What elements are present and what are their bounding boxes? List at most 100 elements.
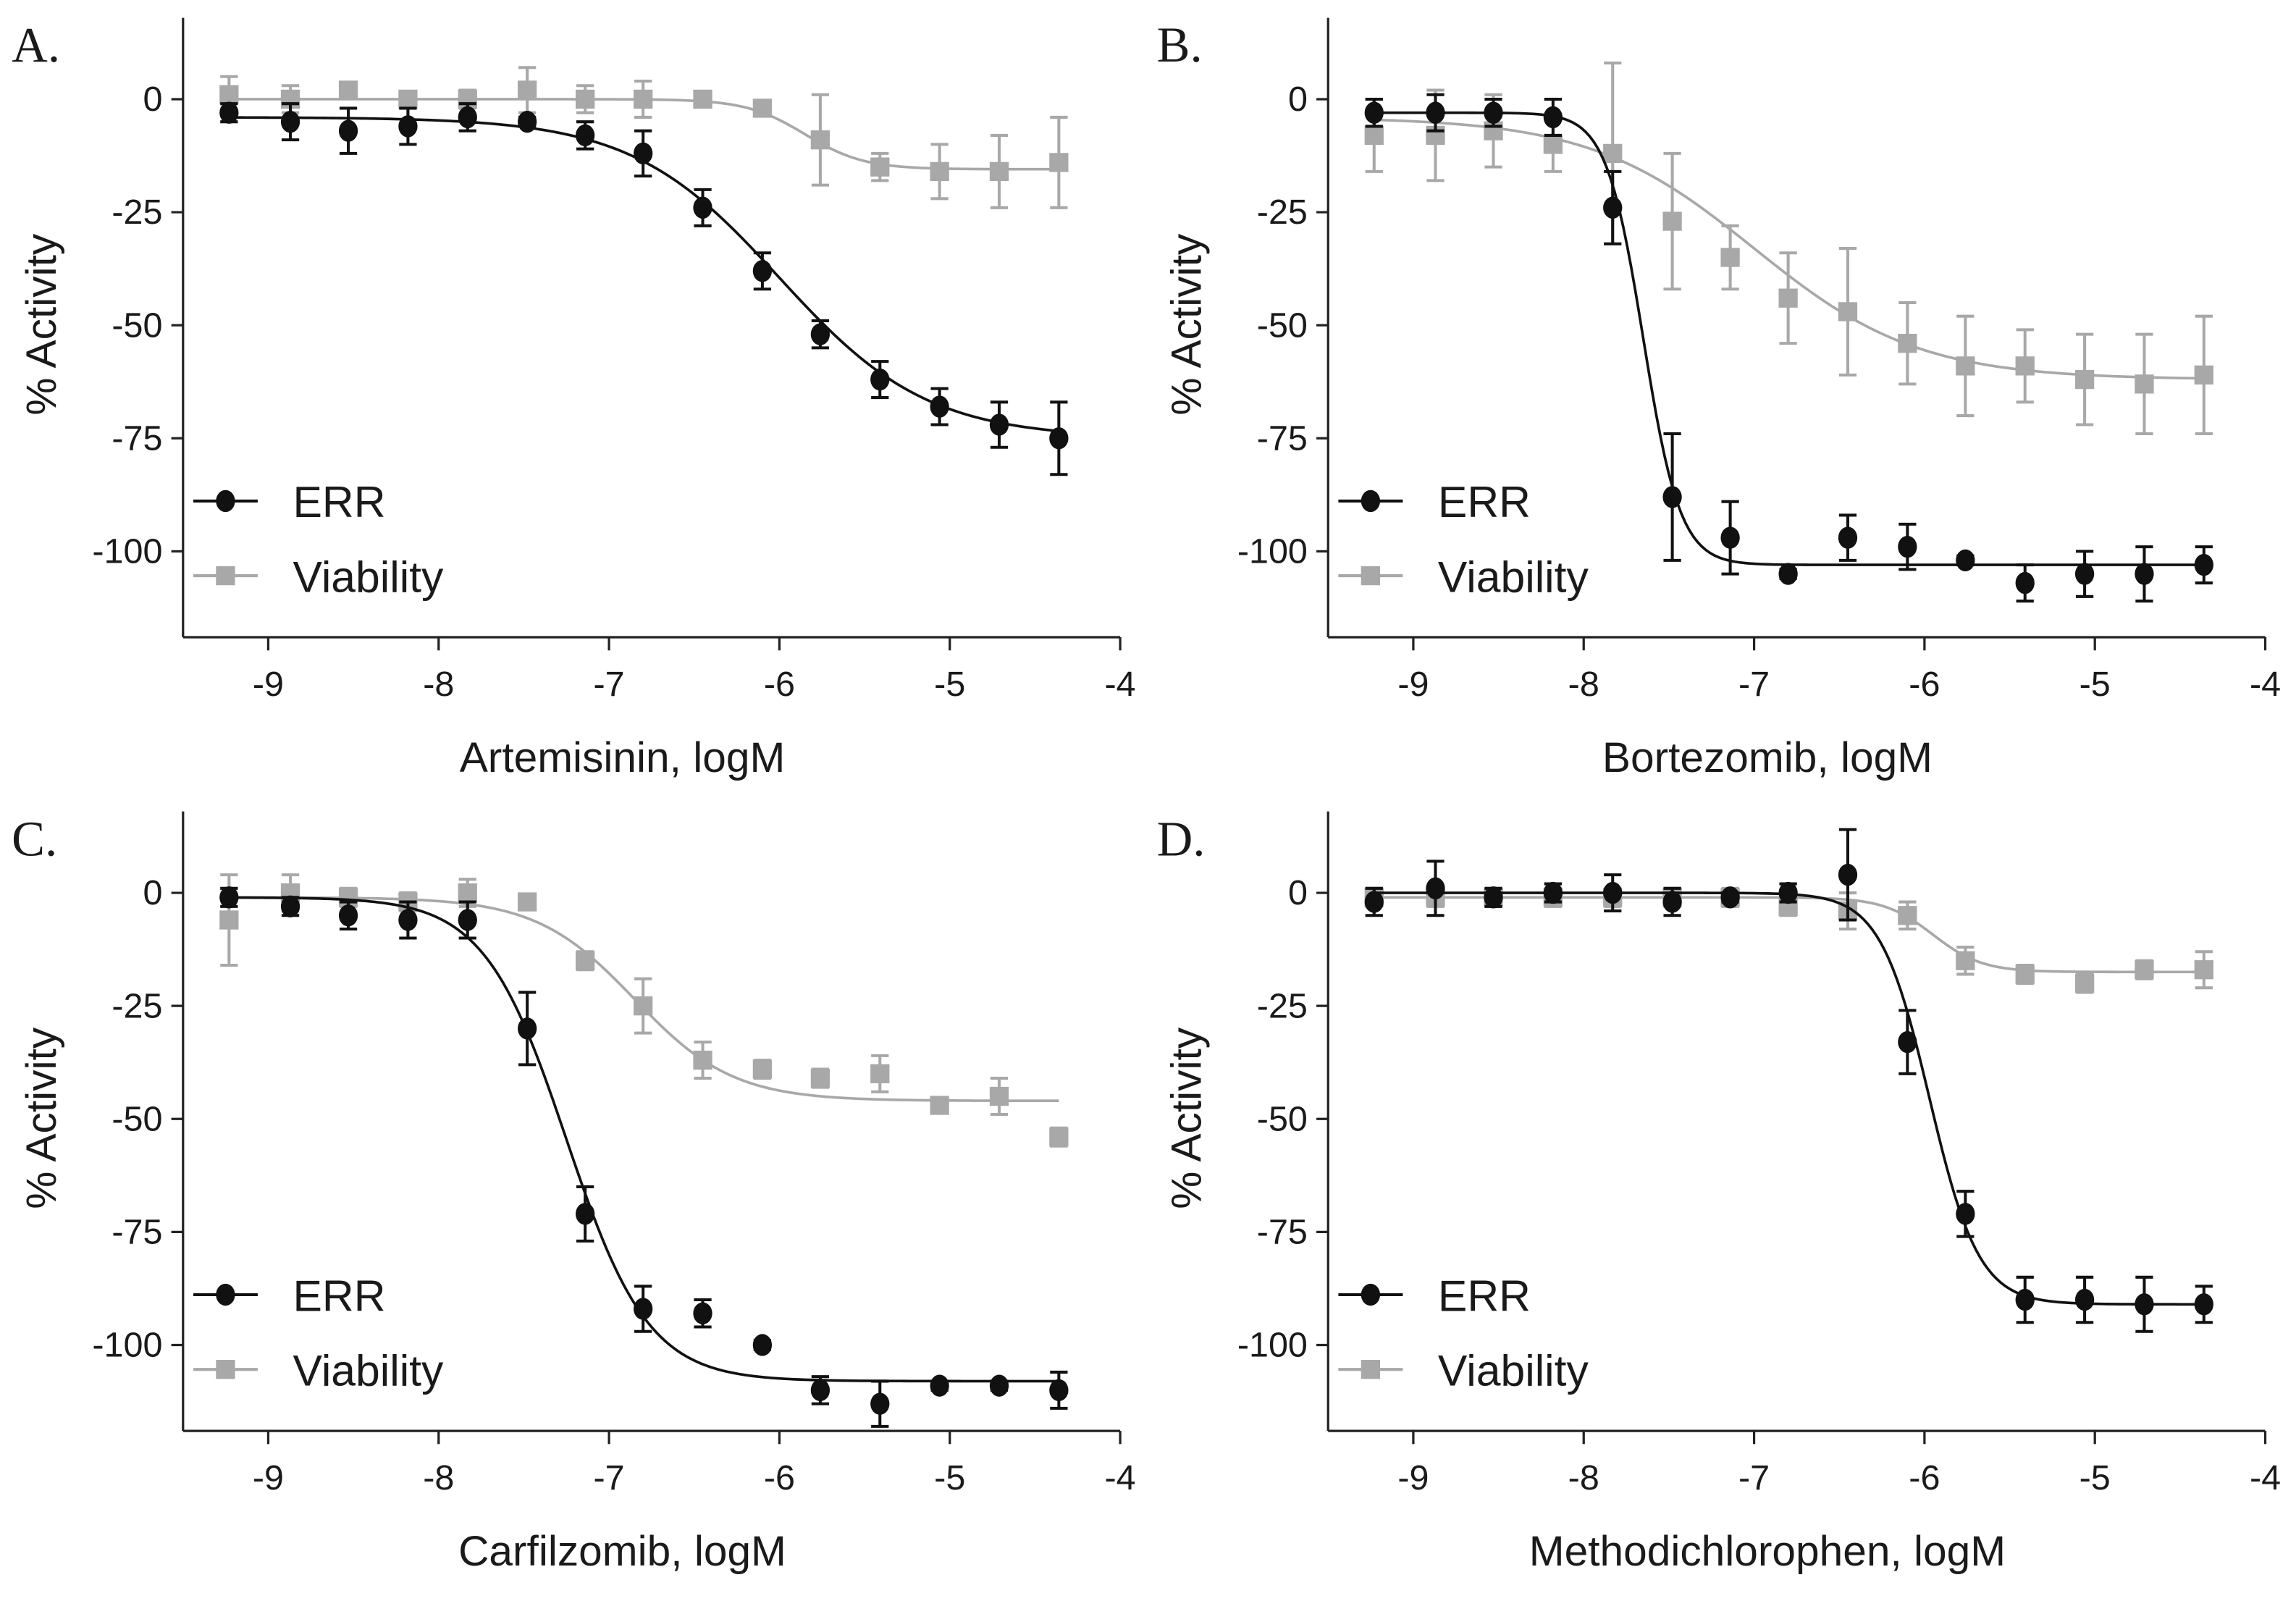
legend-label: ERR [293, 1271, 385, 1320]
data-point [219, 910, 239, 930]
data-point [1898, 1030, 1917, 1054]
x-tick-label: -4 [2250, 1458, 2281, 1497]
data-point [2015, 965, 2035, 984]
panel-label: B. [1157, 17, 1203, 72]
x-tick-label: -8 [1568, 1458, 1599, 1497]
data-point [810, 130, 830, 150]
data-point [693, 1302, 712, 1324]
data-point [2074, 369, 2095, 390]
panel-label: D. [1157, 811, 1206, 866]
x-axis-label: Bortezomib, logM [1602, 734, 1933, 781]
panel-label: C. [12, 811, 57, 866]
y-tick-label: -25 [1257, 986, 1308, 1025]
data-point [518, 892, 537, 912]
data-point [752, 260, 773, 282]
data-point [219, 85, 239, 104]
legend-label: Viability [1438, 1345, 1589, 1395]
legend-entry-viability: Viability [193, 552, 444, 601]
x-tick-label: -7 [594, 1458, 625, 1497]
data-point [1778, 881, 1798, 904]
data-point [1956, 356, 1975, 376]
data-point [1898, 333, 1917, 353]
data-point [2015, 1288, 2035, 1311]
series-err [219, 886, 1069, 1428]
legend-entry-viability: Viability [193, 1345, 444, 1395]
data-point [576, 1203, 595, 1225]
data-point [1603, 143, 1623, 164]
x-axis-label: Carfilzomib, logM [458, 1528, 786, 1575]
legend-label: Viability [293, 552, 444, 601]
data-point [398, 89, 418, 109]
data-point [398, 909, 418, 931]
data-point [1603, 196, 1623, 219]
data-point [693, 1050, 712, 1070]
data-point [989, 413, 1009, 436]
data-point [2015, 356, 2035, 376]
data-point [1364, 125, 1384, 146]
chart-panel-c: C. 0 -25 -50 -75 -100 -9 -8 -7 -6 -5 -4 Carfilzomib,… [12, 811, 1135, 1575]
data-point [1662, 486, 1682, 508]
y-tick-label: -25 [112, 986, 162, 1025]
data-point [930, 395, 949, 418]
legend-entry-err: ERR [193, 1271, 386, 1320]
data-point [458, 106, 477, 129]
data-point [1426, 877, 1445, 899]
y-tick-label: -100 [92, 1326, 162, 1365]
data-point [752, 1059, 773, 1079]
y-axis-label: % Activity [18, 1027, 65, 1209]
x-tick-label: -4 [2250, 665, 2281, 704]
x-tick-label: -8 [423, 665, 454, 704]
y-tick-label: -100 [92, 532, 162, 571]
data-point [2194, 553, 2213, 576]
legend-entry-err: ERR [193, 477, 386, 526]
x-tick-label: -4 [1105, 665, 1136, 704]
data-point [1484, 101, 1503, 124]
x-tick-label: -9 [253, 1458, 284, 1497]
legend-label: Viability [1438, 552, 1589, 601]
data-point [219, 886, 239, 909]
y-tick-label: -25 [1257, 193, 1308, 232]
legend-entry-viability: Viability [1338, 1345, 1589, 1395]
y-tick-label: -75 [1257, 419, 1308, 458]
data-point [1956, 549, 1975, 572]
x-tick-label: -7 [594, 665, 625, 704]
legend-entry-err: ERR [1338, 1271, 1531, 1320]
data-point [1838, 302, 1858, 322]
legend-marker [216, 1360, 235, 1379]
x-tick-label: -8 [423, 1458, 454, 1497]
x-tick-label: -6 [1909, 665, 1940, 704]
data-point [1838, 863, 1858, 886]
x-tick-label: -5 [934, 1458, 965, 1497]
y-axis-label: % Activity [1163, 1027, 1210, 1209]
data-point [518, 111, 537, 133]
legend-entry-viability: Viability [1338, 552, 1589, 601]
data-point [989, 1374, 1009, 1397]
legend-marker [1361, 566, 1381, 586]
x-tick-label: -7 [1738, 1458, 1770, 1497]
data-point [1662, 211, 1682, 231]
series-viability [1364, 61, 2213, 436]
data-point [219, 101, 239, 124]
y-tick-label: 0 [1288, 873, 1308, 912]
y-tick-label: -75 [1257, 1213, 1308, 1252]
data-point [518, 80, 537, 100]
data-point [1898, 906, 1917, 925]
chart-panel-b: B. 0 -25 -50 -75 -100 -9 -8 -7 -6 -5 -4 Bortezomib, … [1157, 17, 2281, 781]
chart-panel-d: D. 0 -25 -50 -75 -100 -9 -8 -7 -6 -5 -4 Methodichlor… [1157, 811, 2281, 1575]
data-point [1543, 135, 1563, 154]
data-point [870, 1392, 890, 1415]
data-point [1720, 526, 1740, 549]
x-tick-label: -4 [1105, 1458, 1136, 1497]
data-point [1543, 106, 1563, 129]
data-point [338, 904, 358, 927]
x-tick-label: -5 [2080, 665, 2111, 704]
x-tick-label: -6 [764, 1458, 795, 1497]
data-point [1543, 881, 1563, 904]
series-err [219, 101, 1069, 476]
data-point [2194, 1293, 2213, 1316]
y-tick-label: 0 [143, 873, 162, 912]
data-point [1484, 886, 1503, 909]
data-point [810, 323, 830, 345]
data-point [1049, 153, 1069, 172]
data-point [693, 89, 712, 109]
